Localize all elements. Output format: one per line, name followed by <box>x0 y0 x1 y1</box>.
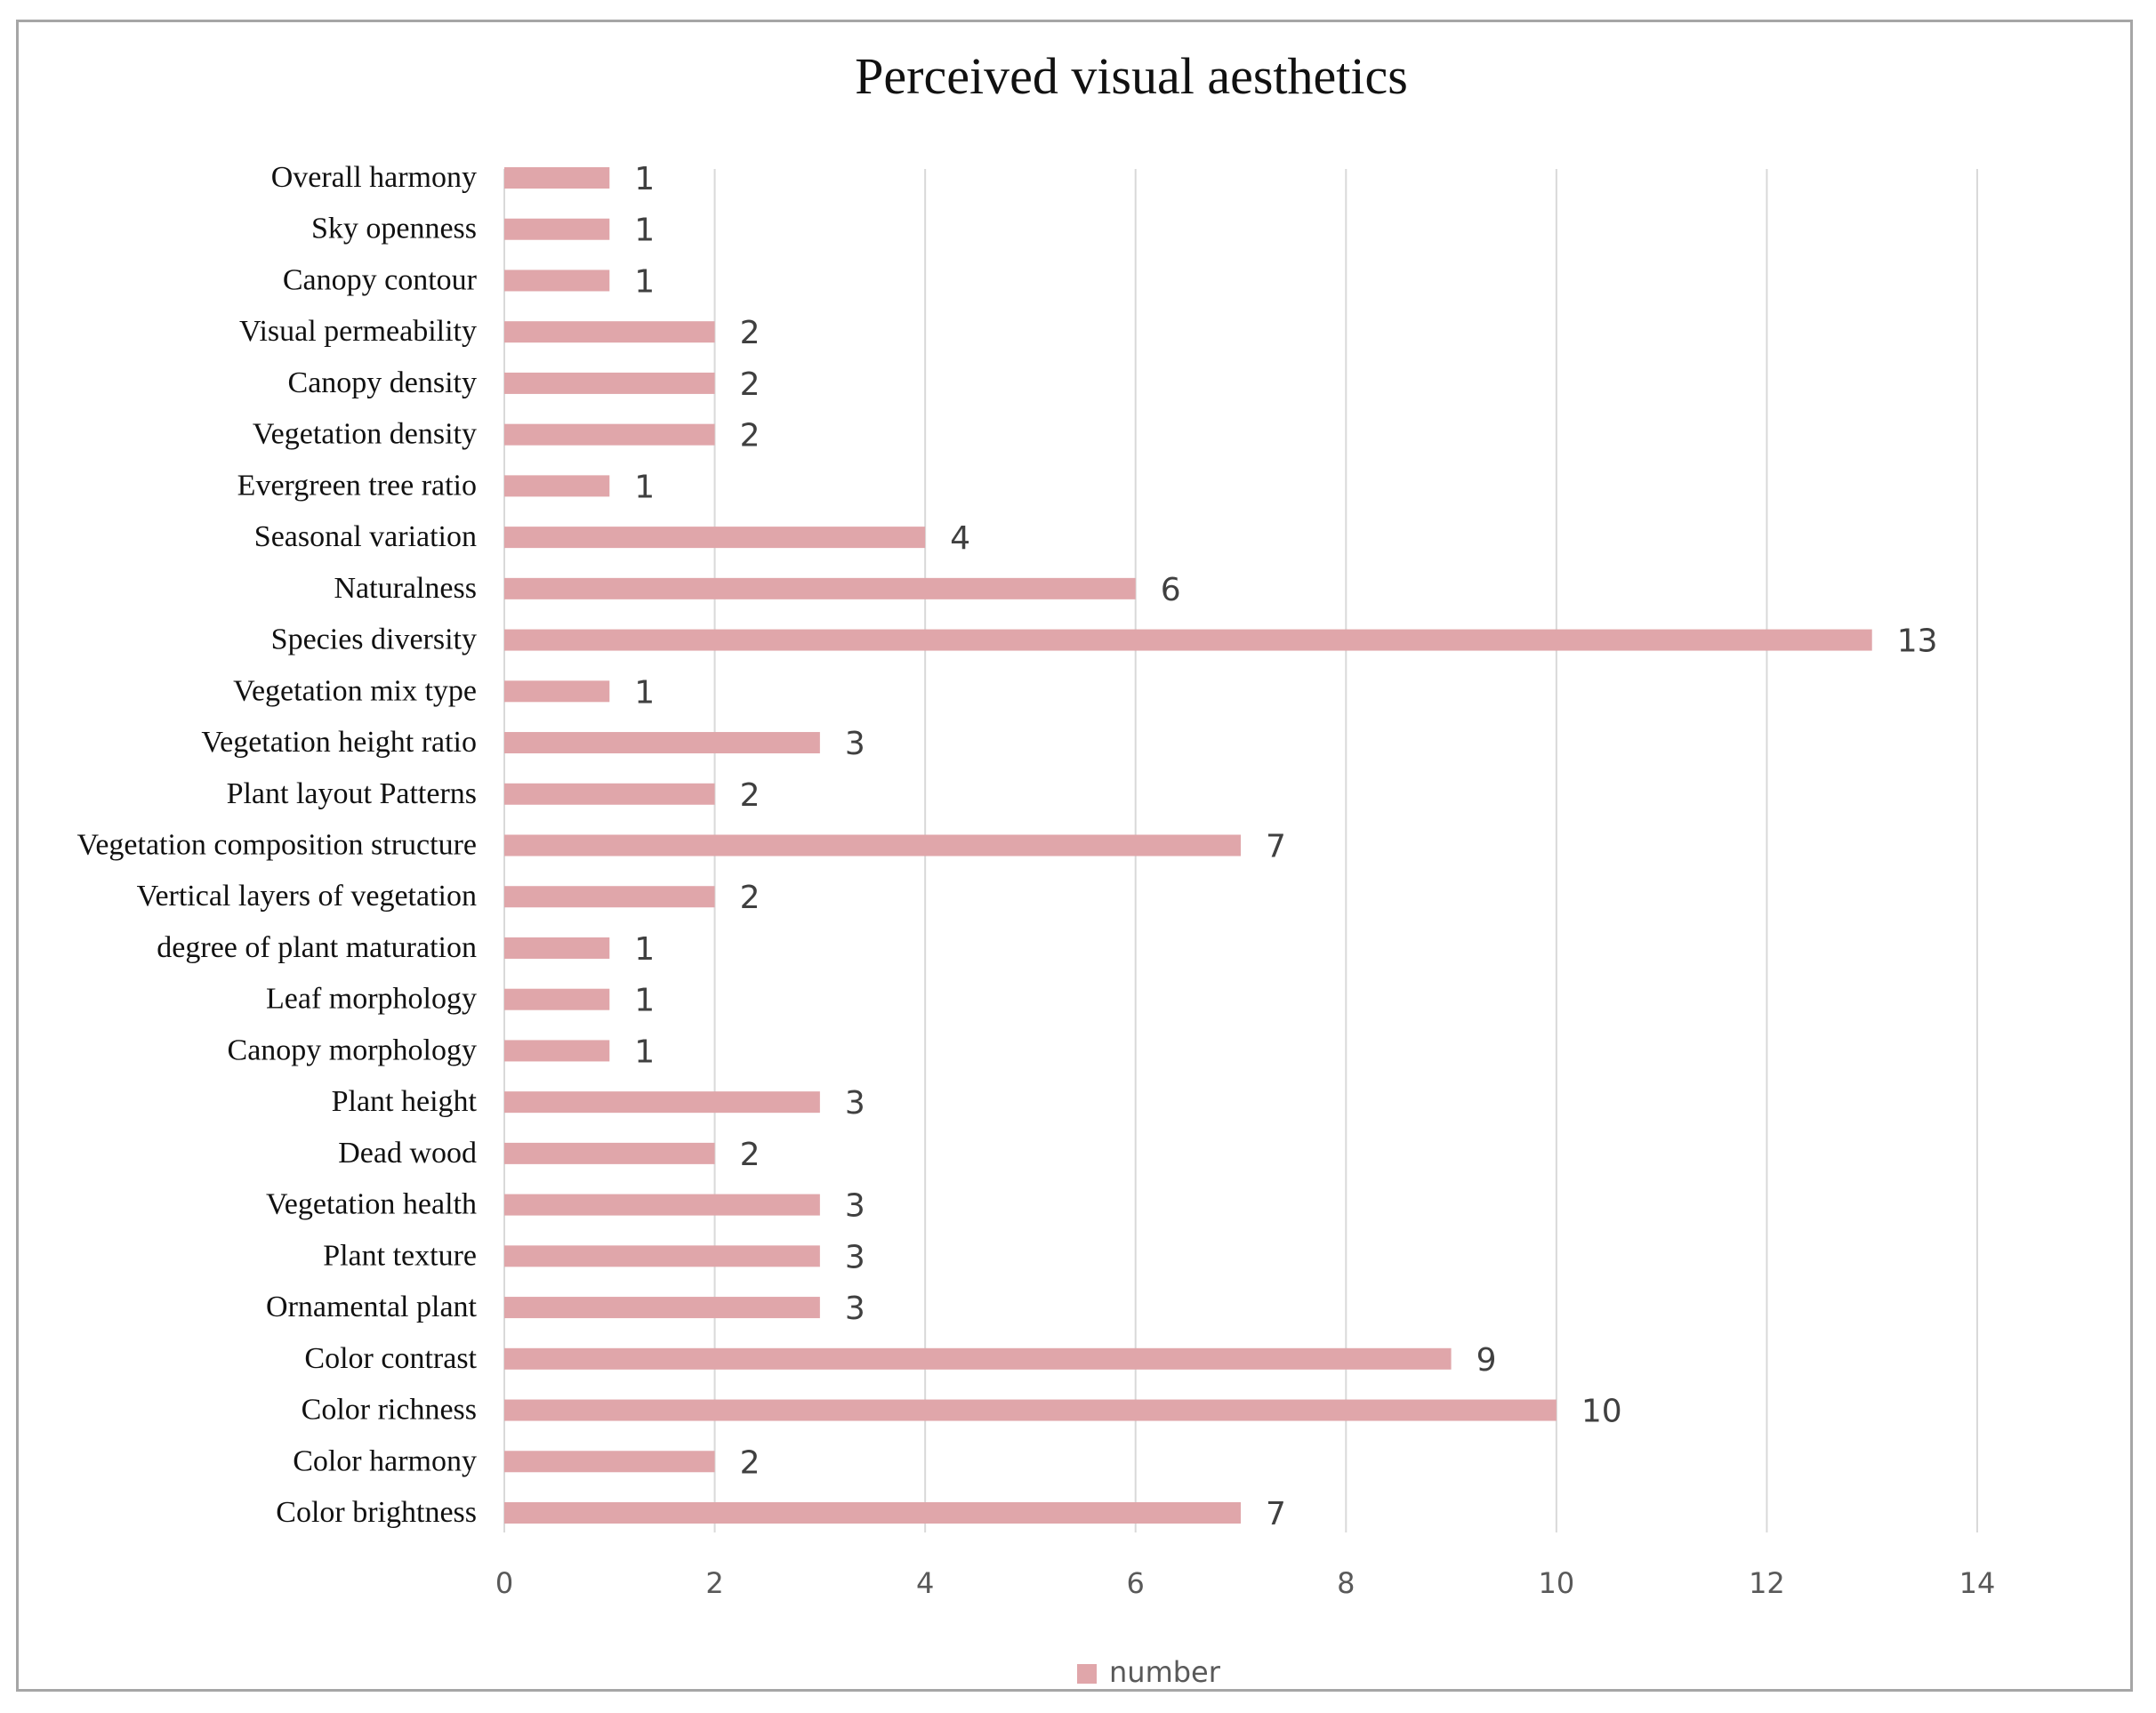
legend[interactable]: number <box>1077 1655 1221 1689</box>
data-label: 1 <box>634 469 655 505</box>
bar[interactable] <box>504 886 715 908</box>
bar[interactable] <box>504 527 926 549</box>
category-label: Visual permeability <box>239 315 477 348</box>
data-label: 2 <box>740 366 760 403</box>
category-label: Vegetation composition structure <box>77 829 477 862</box>
category-label: Plant texture <box>323 1239 477 1272</box>
x-tick-label: 6 <box>1127 1566 1145 1600</box>
category-label: Color contrast <box>304 1342 477 1375</box>
category-label: Color richness <box>302 1394 477 1427</box>
data-label: 3 <box>845 1239 865 1275</box>
bar[interactable] <box>504 475 610 497</box>
x-axis-ticks: 0 2 4 6 8 10 12 14 <box>495 1566 1996 1600</box>
data-label: 1 <box>634 213 655 249</box>
category-label: Vertical layers of vegetation <box>137 880 477 913</box>
x-tick-label: 14 <box>1959 1566 1996 1600</box>
bar[interactable] <box>504 423 715 446</box>
category-label: Vegetation height ratio <box>201 726 477 759</box>
chart-title: Perceived visual aesthetics <box>855 47 1408 105</box>
category-label: degree of plant maturation <box>157 931 477 964</box>
category-label: Plant layout Patterns <box>227 777 477 810</box>
bar[interactable] <box>504 321 715 343</box>
data-label: 13 <box>1897 623 1938 660</box>
x-tick-label: 0 <box>495 1566 513 1600</box>
bar[interactable] <box>504 988 610 1010</box>
category-label: Ornamental plant <box>266 1291 478 1323</box>
category-label: Canopy contour <box>283 263 478 296</box>
bar[interactable] <box>504 783 715 805</box>
data-label: 3 <box>845 1085 865 1122</box>
bar[interactable] <box>504 680 610 703</box>
data-label: 7 <box>1266 829 1286 865</box>
x-tick-label: 12 <box>1749 1566 1785 1600</box>
category-label: Vegetation mix type <box>233 674 477 707</box>
bar[interactable] <box>504 1194 820 1216</box>
data-label: 1 <box>634 263 655 300</box>
x-tick-label: 10 <box>1538 1566 1574 1600</box>
bar[interactable] <box>504 1040 610 1062</box>
data-label: 1 <box>634 1033 655 1070</box>
legend-swatch <box>1077 1664 1097 1684</box>
data-label: 2 <box>740 1137 760 1173</box>
bar[interactable] <box>504 1245 820 1267</box>
data-label: 1 <box>634 983 655 1019</box>
bar[interactable] <box>504 1399 1557 1421</box>
bar[interactable] <box>504 1347 1452 1370</box>
data-label: 1 <box>634 931 655 968</box>
category-label: Canopy morphology <box>228 1033 477 1066</box>
category-label: Plant height <box>332 1085 478 1118</box>
data-label: 2 <box>740 315 760 351</box>
category-labels: Overall harmony Sky openness Canopy contou… <box>77 161 478 1529</box>
category-label: Seasonal variation <box>254 520 477 553</box>
category-label: Leaf morphology <box>266 983 477 1016</box>
category-label: Dead wood <box>338 1137 477 1170</box>
data-label: 3 <box>845 1291 865 1327</box>
data-label: 2 <box>740 1444 760 1481</box>
bar[interactable] <box>504 834 1241 856</box>
x-tick-label: 8 <box>1337 1566 1355 1600</box>
bar[interactable] <box>504 218 610 240</box>
chart-frame: Perceived visual aesthetics Overall harm… <box>16 20 2133 1692</box>
category-label: Canopy density <box>288 366 477 399</box>
bars <box>504 167 1872 1524</box>
bar[interactable] <box>504 732 820 754</box>
bar[interactable] <box>504 1451 715 1473</box>
category-label: Species diversity <box>271 623 477 656</box>
bar[interactable] <box>504 1297 820 1319</box>
bar[interactable] <box>504 629 1872 651</box>
data-label: 2 <box>740 880 760 916</box>
category-label: Overall harmony <box>271 161 477 194</box>
data-label: 7 <box>1266 1496 1286 1532</box>
data-label: 1 <box>634 161 655 197</box>
category-label: Vegetation health <box>266 1188 477 1221</box>
x-tick-label: 2 <box>705 1566 723 1600</box>
bar[interactable] <box>504 372 715 394</box>
bar[interactable] <box>504 167 610 189</box>
category-label: Vegetation density <box>253 418 477 451</box>
data-label: 1 <box>634 674 655 711</box>
category-label: Naturalness <box>334 572 477 605</box>
category-label: Evergreen tree ratio <box>237 469 477 502</box>
category-label: Color harmony <box>293 1444 477 1477</box>
legend-label: number <box>1109 1655 1221 1689</box>
data-label: 3 <box>845 1188 865 1225</box>
data-label: 9 <box>1476 1342 1497 1379</box>
bar[interactable] <box>504 577 1136 599</box>
data-label: 4 <box>950 520 970 557</box>
data-label: 2 <box>740 777 760 814</box>
bar[interactable] <box>504 937 610 959</box>
category-label: Color brightness <box>276 1496 477 1529</box>
category-label: Sky openness <box>311 213 477 245</box>
data-label: 2 <box>740 418 760 454</box>
bar[interactable] <box>504 1502 1241 1524</box>
bar[interactable] <box>504 1091 820 1114</box>
data-label: 6 <box>1161 572 1181 608</box>
bar[interactable] <box>504 1142 715 1164</box>
x-tick-label: 4 <box>916 1566 934 1600</box>
bar[interactable] <box>504 269 610 292</box>
data-label: 3 <box>845 726 865 762</box>
data-label: 10 <box>1581 1394 1622 1430</box>
bar-chart: Perceived visual aesthetics Overall harm… <box>77 47 1996 1689</box>
